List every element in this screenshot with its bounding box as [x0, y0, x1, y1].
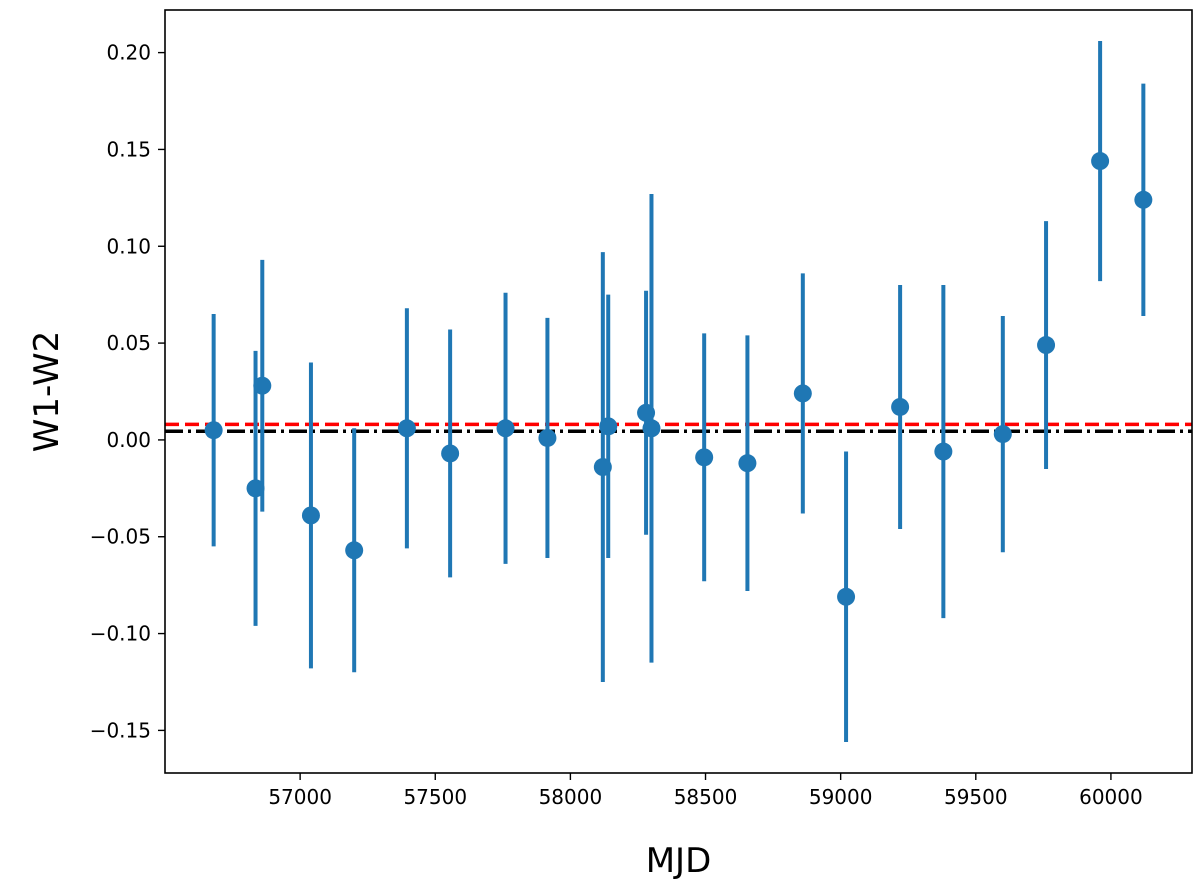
- x-tick-label: 58500: [674, 785, 738, 809]
- data-point: [637, 403, 656, 422]
- data-point: [253, 376, 272, 395]
- x-axis-ticks: 57000 57500 58000 58500 59000 59500 60000: [268, 773, 1143, 809]
- data-point: [599, 417, 618, 436]
- y-tick-label: 0.15: [106, 137, 151, 161]
- y-axis-label: W1-W2: [27, 331, 67, 452]
- y-tick-label: 0.00: [106, 428, 151, 452]
- data-point: [204, 421, 223, 440]
- data-point: [1134, 190, 1153, 209]
- data-points: [204, 152, 1153, 606]
- data-point: [301, 506, 320, 525]
- data-point: [1091, 152, 1110, 171]
- data-point: [1037, 336, 1056, 355]
- y-tick-label: −0.15: [90, 718, 151, 742]
- x-axis-label: MJD: [646, 841, 712, 881]
- y-tick-label: 0.20: [106, 41, 151, 65]
- data-point: [837, 587, 856, 606]
- data-point: [891, 397, 910, 416]
- y-tick-label: −0.05: [90, 525, 151, 549]
- data-point: [934, 442, 953, 461]
- data-point: [496, 419, 515, 438]
- plot-frame: [164, 9, 1193, 774]
- data-point: [538, 428, 557, 447]
- data-point: [695, 448, 714, 467]
- y-tick-label: 0.10: [106, 234, 151, 258]
- x-tick-label: 60000: [1079, 785, 1143, 809]
- data-point: [246, 479, 265, 498]
- x-tick-label: 59000: [809, 785, 873, 809]
- reference-lines: [165, 422, 1192, 433]
- data-point: [642, 419, 661, 438]
- y-tick-label: 0.05: [106, 331, 151, 355]
- x-tick-label: 57500: [403, 785, 467, 809]
- y-axis-ticks: −0.15 −0.10 −0.05 0.00 0.05 0.10 0.15 0.20: [90, 41, 165, 742]
- data-point: [738, 454, 757, 473]
- data-point: [345, 541, 364, 560]
- x-tick-label: 58000: [539, 785, 603, 809]
- data-point: [441, 444, 460, 463]
- x-tick-label: 59500: [944, 785, 1008, 809]
- y-tick-label: −0.10: [90, 622, 151, 646]
- data-point: [793, 384, 812, 403]
- data-point: [593, 458, 612, 477]
- data-point: [397, 419, 416, 438]
- data-point: [993, 425, 1012, 444]
- error-bars: [211, 40, 1146, 743]
- x-tick-label: 57000: [268, 785, 332, 809]
